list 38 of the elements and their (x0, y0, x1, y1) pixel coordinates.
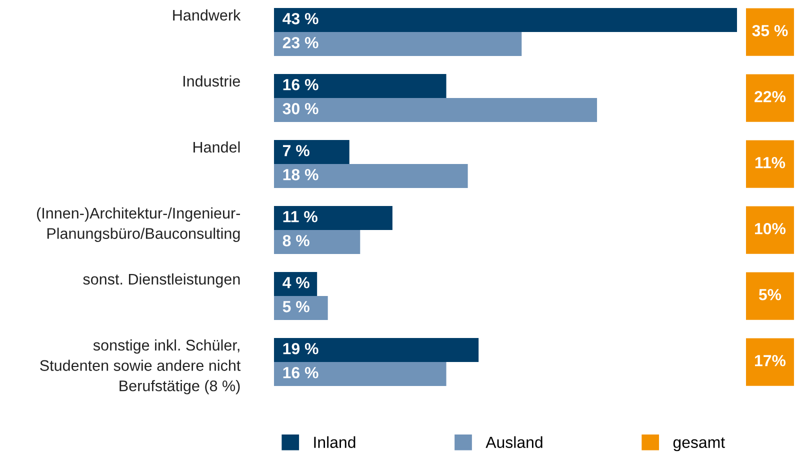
bar (274, 8, 737, 32)
data-label: 5 % (282, 301, 310, 312)
y-tick-label: sonstige inkl. Schüler, Studenten sowie andere nicht Berufstätige (8 %) (40, 339, 241, 394)
y-tick-label: Handwerk (173, 9, 241, 21)
data-label: 11 % (283, 211, 318, 222)
data-label: 23 % (282, 37, 318, 48)
y-tick-label: (Innen-)Architektur-/Ingenieur- Planungsbüro/Bauconsulting (36, 207, 240, 242)
bar (274, 164, 468, 188)
data-label: 16 % (283, 78, 318, 90)
bar (274, 206, 392, 230)
data-label: 22% (754, 91, 786, 102)
data-label: 5% (758, 289, 782, 300)
data-label: 7 % (283, 145, 310, 156)
legend-label: Inland (314, 436, 356, 448)
bar (274, 362, 446, 386)
y-tick-label: sonst. Dienstleistungen (83, 273, 240, 288)
data-label: 4 % (282, 277, 310, 288)
data-label: 35 % (752, 25, 788, 36)
legend-label: gesamt (673, 438, 725, 452)
bar (274, 32, 522, 56)
data-label: 30 % (282, 103, 318, 114)
bar (274, 230, 360, 254)
data-label: 19 % (283, 342, 318, 354)
bar (274, 74, 446, 98)
bar (274, 338, 479, 362)
data-label: 18 % (283, 169, 318, 180)
y-tick-label: Industrie (183, 75, 240, 87)
y-tick-label: Handel (194, 141, 240, 153)
data-label: 16 % (283, 367, 318, 378)
data-label: 11% (755, 157, 786, 168)
data-label: 17% (755, 355, 786, 366)
bar (274, 140, 350, 164)
data-label: 10% (755, 223, 786, 234)
data-label: 8 % (282, 235, 310, 246)
legend-label: Ausland (486, 436, 542, 448)
bar (274, 98, 598, 122)
bar (274, 296, 328, 320)
data-label: 43 % (282, 12, 318, 24)
